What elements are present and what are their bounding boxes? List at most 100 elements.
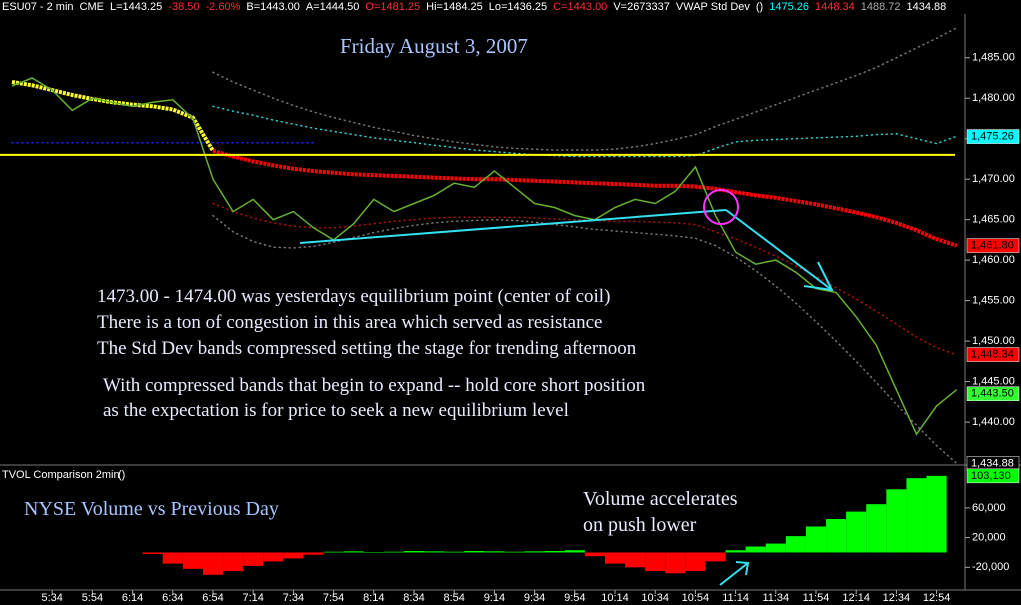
header-field: C=1443.00 <box>553 1 608 13</box>
header-field: 1475.26 <box>769 1 809 13</box>
bar <box>645 552 666 572</box>
x-tick-label: 5:54 <box>82 592 103 604</box>
bar <box>826 519 847 553</box>
price-badge-label: 103,130 <box>971 470 1011 482</box>
series-line <box>212 105 958 158</box>
bar <box>182 552 203 569</box>
bar <box>202 552 224 575</box>
bar <box>846 511 867 553</box>
bar <box>263 552 284 562</box>
annotation: NYSE Volume vs Previous Day <box>24 498 279 520</box>
panel-title: TVOL Comparison 2min <box>2 469 120 481</box>
header-field: O=1481.25 <box>365 1 421 13</box>
x-tick-label: 12:34 <box>883 592 911 604</box>
bar <box>323 551 344 553</box>
y-tick-label: 1,470.00 <box>972 173 1015 185</box>
price-badge <box>966 468 1020 484</box>
bar <box>886 489 907 553</box>
bar <box>524 551 545 553</box>
header-field: 1434.88 <box>906 1 947 13</box>
bar <box>725 550 746 553</box>
y-tick-label: 1,450.00 <box>972 335 1015 347</box>
y-tick-label: 1,465.00 <box>972 214 1015 226</box>
y-tick-label: 60,000 <box>972 502 1006 514</box>
x-tick-label: 8:54 <box>443 592 464 604</box>
annotation: 1473.00 - 1474.00 was yesterdays equilib… <box>97 286 611 307</box>
x-tick-label: 10:34 <box>641 592 669 604</box>
bar <box>383 551 404 553</box>
y-tick-label: 1,460.00 <box>972 254 1015 266</box>
price-badge <box>966 238 1020 253</box>
header-field: () <box>755 1 764 13</box>
bar <box>745 546 766 553</box>
header-field: -38.50 <box>168 1 200 13</box>
x-tick-label: 11:54 <box>803 592 830 604</box>
bar <box>303 552 324 555</box>
x-tick-label: 12:14 <box>842 592 870 604</box>
price-badge-label: 1,443.50 <box>971 388 1014 400</box>
x-tick-label: 8:34 <box>403 592 424 604</box>
annotation: Volume accelerates <box>583 488 738 510</box>
annotation: on push lower <box>583 514 697 536</box>
series-line <box>11 77 958 436</box>
y-tick-label: 1,440.00 <box>972 416 1015 428</box>
x-tick-label: 6:54 <box>202 592 223 604</box>
x-tick-label: 7:34 <box>283 592 304 604</box>
x-tick-label: 7:54 <box>323 592 344 604</box>
header-field: -2.60% <box>205 1 241 13</box>
chart-title: Friday August 3, 2007 <box>340 34 528 58</box>
series-line <box>212 214 958 465</box>
price-badge-label: 1,461.80 <box>971 239 1014 251</box>
y-tick-label: 20,000 <box>972 532 1006 544</box>
bar <box>223 552 244 572</box>
header-field: 1448.34 <box>814 1 855 13</box>
bar <box>866 504 887 553</box>
bar <box>343 551 364 553</box>
header-field: Lo=1436.25 <box>488 1 548 13</box>
header-field: ESU07 - 2 min <box>2 1 74 13</box>
plot: 1,440.00 1,445.00 1,450.00 1,455.00 1,460.00… <box>0 27 1020 604</box>
header-field: Hi=1484.25 <box>426 1 483 13</box>
bar <box>484 551 505 553</box>
bar <box>785 536 806 553</box>
bar <box>906 478 927 553</box>
annotation: With compressed bands that begin to expa… <box>103 375 646 396</box>
overlay <box>299 189 834 586</box>
arrow-head <box>803 261 834 292</box>
bar <box>705 552 726 562</box>
x-tick-label: 6:14 <box>122 592 143 604</box>
bar <box>584 552 605 557</box>
arrow-head <box>735 561 750 576</box>
panel-subtitle: () <box>118 469 125 481</box>
highlight-circle <box>703 189 739 225</box>
y-tick-label: 1,485.00 <box>972 52 1015 64</box>
x-tick-label: 8:14 <box>363 592 384 604</box>
x-tick-label: 12:54 <box>923 592 951 604</box>
annotation: There is a ton of congestion in this are… <box>97 312 603 333</box>
price-badge <box>966 129 1020 144</box>
trend-line <box>299 209 727 244</box>
bar <box>665 552 686 574</box>
bar <box>564 550 585 553</box>
series-line <box>212 27 958 151</box>
x-tick-label: 9:34 <box>524 592 545 604</box>
header-field: B=1443.00 <box>246 1 300 13</box>
y-tick-label: 1,480.00 <box>972 92 1015 104</box>
series-line <box>212 148 958 248</box>
annotation: as the expectation is for price to seek … <box>103 400 569 421</box>
x-tick-label: 6:34 <box>162 592 183 604</box>
y-tick-label: -20,000 <box>972 561 1009 573</box>
price-badge <box>966 347 1020 362</box>
header-field: VWAP Std Dev <box>675 1 750 13</box>
annotation: The Std Dev bands compressed setting the… <box>97 338 637 359</box>
bar <box>685 552 706 572</box>
x-tick-label: 11:34 <box>762 592 789 604</box>
price-badge <box>966 386 1020 401</box>
header-field: A=1444.50 <box>305 1 360 13</box>
header-field: 1488.72 <box>860 1 901 13</box>
bar <box>142 552 163 554</box>
bar <box>625 552 646 568</box>
bar <box>544 550 565 553</box>
